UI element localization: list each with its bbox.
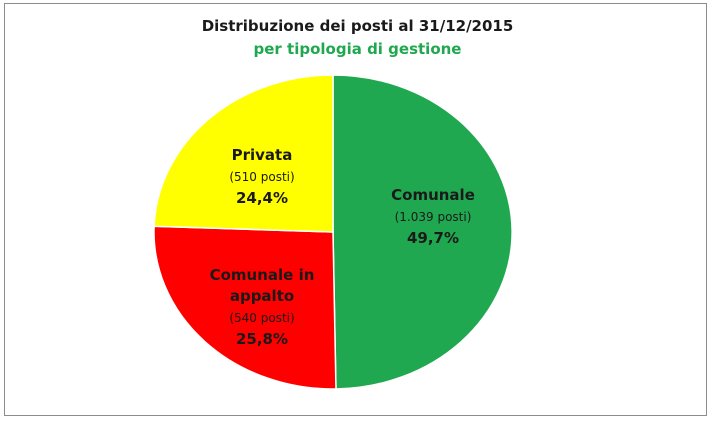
slice-label-percent: 24,4% — [236, 189, 288, 207]
chart-title: Distribuzione dei posti al 31/12/2015 — [201, 17, 514, 35]
pie-slice-privata — [153, 74, 334, 233]
slice-label-name: Comunale in — [210, 266, 315, 284]
slice-label-name: appalto — [230, 287, 294, 305]
slice-label-percent: 25,8% — [236, 330, 288, 348]
slice-label-name: Privata — [232, 146, 293, 164]
slice-label-name: Comunale — [391, 186, 475, 204]
slice-label-count: (540 posti) — [229, 311, 294, 325]
slice-label-count: (510 posti) — [229, 170, 294, 184]
pie-slice-comunale-in-appalto — [153, 225, 337, 390]
slice-label-percent: 49,7% — [407, 229, 459, 247]
chart-subtitle: per tipologia di gestione — [253, 40, 462, 58]
slice-label-count: (1.039 posti) — [395, 210, 472, 224]
pie-slice-comunale — [332, 74, 513, 390]
